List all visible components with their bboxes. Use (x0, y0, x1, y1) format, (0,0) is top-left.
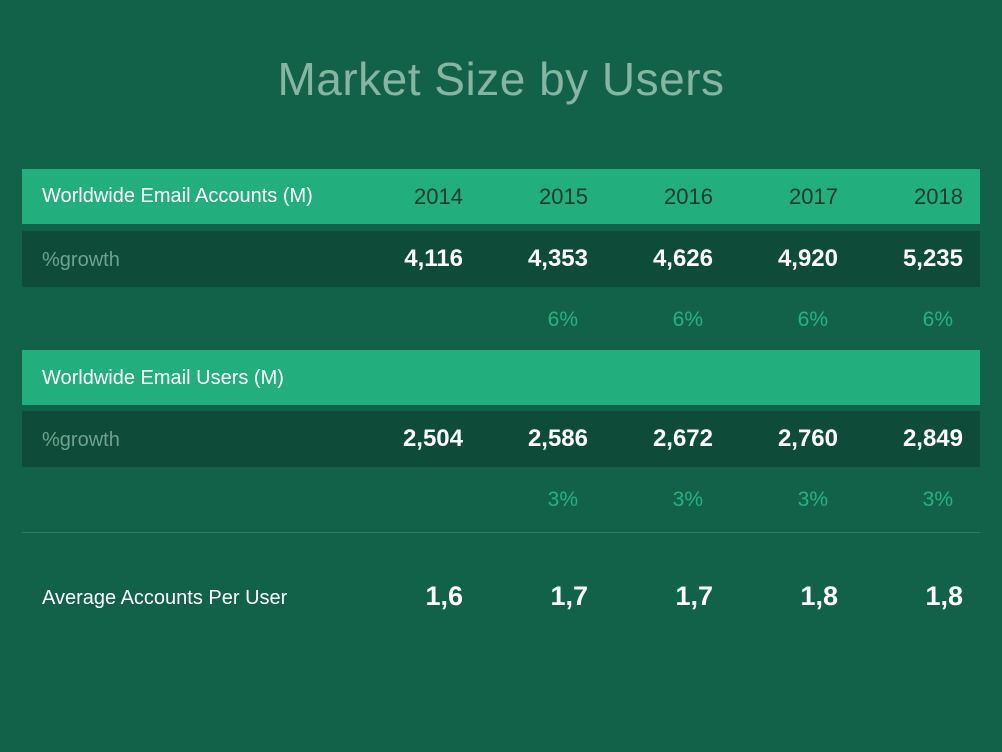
users-value-2017: 2,760 (777, 425, 838, 452)
users-growth-2017: 3% (797, 488, 828, 511)
section-divider (22, 532, 980, 533)
avg-accounts-2014: 1,6 (425, 581, 463, 611)
accounts-growth-2018: 6% (922, 308, 953, 331)
users-growth-2018: 3% (922, 488, 953, 511)
users-value-2016: 2,672 (652, 425, 713, 452)
accounts-value-2018: 5,235 (902, 245, 963, 272)
avg-accounts-2016: 1,7 (675, 581, 713, 611)
users-value-2015: 2,586 (527, 425, 588, 452)
year-header-2016: 2016 (664, 184, 713, 209)
accounts-value-2016: 4,626 (652, 245, 713, 272)
users-growth-2016: 3% (672, 488, 703, 511)
accounts-value-2014: 4,116 (404, 245, 463, 272)
avg-accounts-2017: 1,8 (800, 581, 838, 611)
users-header-label: Worldwide Email Users (M) (42, 367, 284, 389)
page-title: Market Size by Users (277, 53, 725, 105)
year-header-2017: 2017 (789, 184, 838, 209)
users-value-band (22, 411, 980, 467)
avg-accounts-label: Average Accounts Per User (42, 587, 288, 609)
users-header-band (22, 350, 980, 405)
users-growth-label: %growth (42, 429, 120, 451)
accounts-value-2017: 4,920 (777, 245, 838, 272)
users-growth-2015: 3% (547, 488, 578, 511)
accounts-value-band (22, 231, 980, 287)
year-header-2018: 2018 (914, 184, 963, 209)
users-value-2018: 2,849 (902, 425, 963, 452)
accounts-value-2015: 4,353 (527, 245, 588, 272)
accounts-growth-2016: 6% (672, 308, 703, 331)
avg-accounts-2015: 1,7 (550, 581, 588, 611)
avg-accounts-2018: 1,8 (925, 581, 963, 611)
accounts-header-label: Worldwide Email Accounts (M) (42, 185, 313, 207)
year-header-2014: 2014 (414, 184, 463, 209)
year-header-2015: 2015 (539, 184, 588, 209)
accounts-header-band (22, 169, 980, 224)
accounts-growth-label: %growth (42, 249, 120, 271)
users-value-2014: 2,504 (402, 425, 463, 452)
accounts-growth-2015: 6% (547, 308, 578, 331)
accounts-growth-2017: 6% (797, 308, 828, 331)
